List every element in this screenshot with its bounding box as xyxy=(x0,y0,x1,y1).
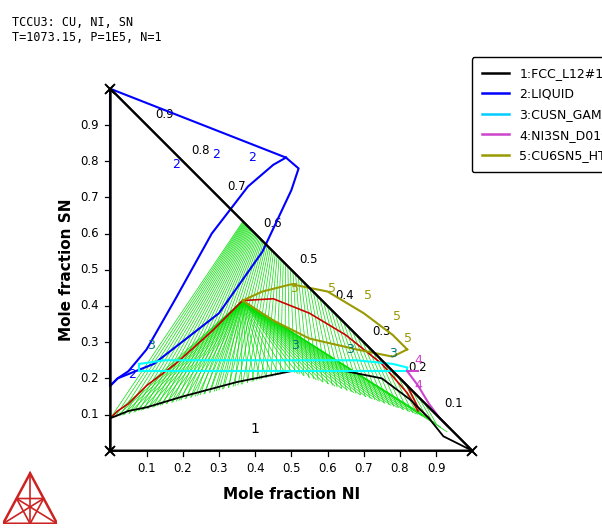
Text: 3: 3 xyxy=(291,340,299,352)
Text: 3: 3 xyxy=(146,340,155,352)
Text: 2: 2 xyxy=(128,368,137,381)
Text: 0.8: 0.8 xyxy=(191,144,209,157)
Text: 0.1: 0.1 xyxy=(444,397,463,411)
Text: 0.8: 0.8 xyxy=(391,462,409,476)
Text: 0.5: 0.5 xyxy=(300,253,318,266)
Text: 0.3: 0.3 xyxy=(372,325,391,338)
Text: 5: 5 xyxy=(403,332,412,345)
Text: 5: 5 xyxy=(393,311,401,323)
Text: 0.2: 0.2 xyxy=(80,372,99,385)
Text: 4: 4 xyxy=(414,379,422,392)
Text: 4: 4 xyxy=(414,354,422,367)
Text: 0.3: 0.3 xyxy=(80,336,99,349)
Text: 1: 1 xyxy=(250,422,259,436)
Text: 3: 3 xyxy=(389,346,397,360)
Text: TCCU3: CU, NI, SN
T=1073.15, P=1E5, N=1: TCCU3: CU, NI, SN T=1073.15, P=1E5, N=1 xyxy=(12,16,162,44)
Text: 5: 5 xyxy=(291,281,299,295)
Text: 5: 5 xyxy=(327,281,335,295)
Text: Mole fraction SN: Mole fraction SN xyxy=(60,198,75,341)
Text: 0.5: 0.5 xyxy=(80,263,99,276)
Text: 0.1: 0.1 xyxy=(137,462,156,476)
Text: 0.6: 0.6 xyxy=(80,227,99,240)
Text: 2: 2 xyxy=(248,151,256,164)
Text: 0.9: 0.9 xyxy=(427,462,445,476)
Text: 0.2: 0.2 xyxy=(173,462,192,476)
Text: 0.6: 0.6 xyxy=(263,216,282,230)
Text: 0.8: 0.8 xyxy=(80,154,99,168)
Text: 0.3: 0.3 xyxy=(209,462,228,476)
Text: 0.7: 0.7 xyxy=(355,462,373,476)
Text: 0.4: 0.4 xyxy=(246,462,264,476)
Text: 0.9: 0.9 xyxy=(80,118,99,132)
Text: 2: 2 xyxy=(212,148,220,161)
Legend: 1:FCC_L12#1, 2:LIQUID, 3:CUSN_GAMMA, 4:NI3SN_D019, 5:CU6SN5_HT: 1:FCC_L12#1, 2:LIQUID, 3:CUSN_GAMMA, 4:N… xyxy=(472,57,602,172)
Text: 0.7: 0.7 xyxy=(80,191,99,204)
Text: 3: 3 xyxy=(346,343,353,356)
Text: Mole fraction NI: Mole fraction NI xyxy=(223,487,360,502)
Text: 0.5: 0.5 xyxy=(282,462,300,476)
Text: 0.4: 0.4 xyxy=(80,299,99,313)
Text: 0.4: 0.4 xyxy=(336,289,355,302)
Text: 2: 2 xyxy=(172,159,180,171)
Text: 5: 5 xyxy=(364,289,372,302)
Text: 0.7: 0.7 xyxy=(227,180,246,193)
Text: 0.2: 0.2 xyxy=(408,361,427,375)
Text: 0.6: 0.6 xyxy=(318,462,337,476)
Text: 0.1: 0.1 xyxy=(80,408,99,421)
Text: 0.9: 0.9 xyxy=(155,108,173,121)
